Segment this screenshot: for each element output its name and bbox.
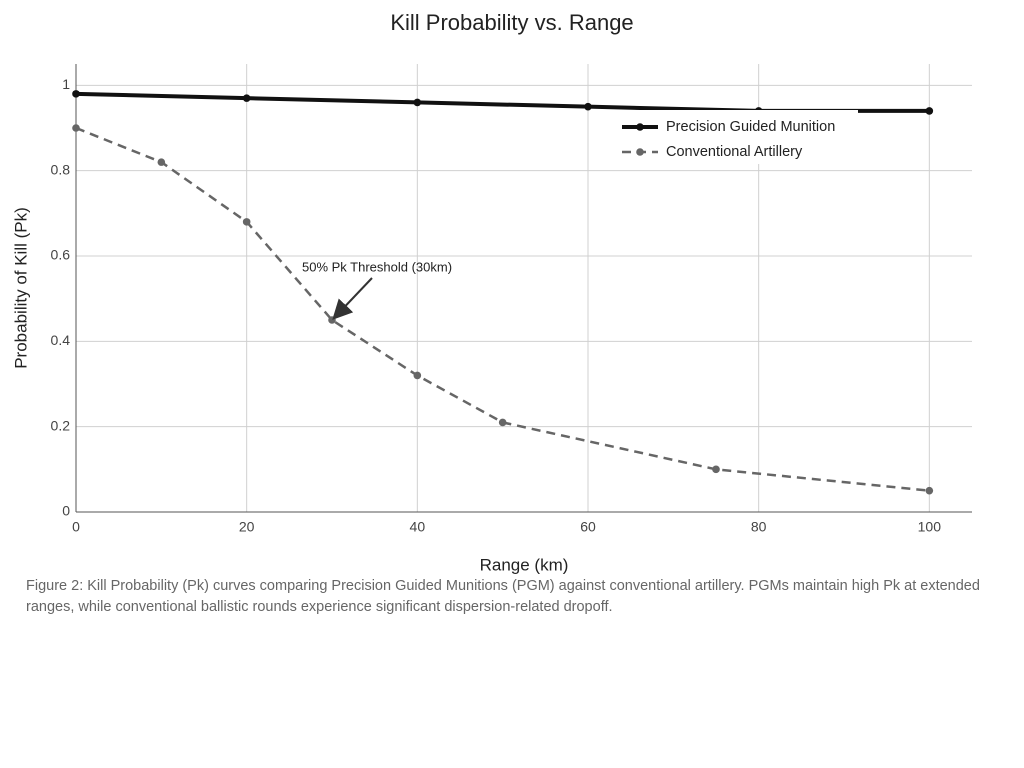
y-axis-label: Probability of Kill (Pk) (11, 207, 30, 369)
annotation-text: 50% Pk Threshold (30km) (302, 259, 452, 274)
y-tick-label: 0.2 (51, 417, 71, 433)
x-tick-label: 0 (72, 519, 80, 535)
data-point (242, 94, 251, 102)
x-tick-label: 60 (580, 519, 596, 535)
data-point (584, 102, 592, 111)
x-tick-label: 80 (751, 519, 767, 535)
data-point (72, 90, 80, 98)
data-line (75, 91, 930, 113)
legend-marker (636, 148, 644, 156)
data-point (413, 98, 422, 107)
x-axis-label: Range (km) (480, 555, 569, 574)
y-tick-label: 1 (62, 76, 70, 92)
legend-label: Conventional Artillery (666, 144, 803, 160)
chart: Kill Probability vs. Range Range (km) Pr… (11, 10, 972, 574)
y-tick-label: 0.6 (51, 247, 71, 263)
x-tick-label: 100 (918, 519, 942, 535)
chart-title: Kill Probability vs. Range (390, 10, 633, 35)
annotation-arrow (332, 277, 373, 320)
data-point (413, 371, 422, 380)
x-tick-label: 40 (410, 519, 426, 535)
data-point (712, 465, 720, 474)
x-tick-label: 20 (239, 519, 255, 535)
data-point (242, 218, 251, 226)
data-point (72, 124, 80, 132)
y-tick-label: 0.4 (51, 332, 71, 348)
legend-marker (636, 123, 644, 131)
data-point (328, 316, 336, 324)
data-point (157, 158, 166, 166)
legend-label: Precision Guided Munition (666, 119, 835, 135)
data-line (75, 126, 930, 492)
data-point (925, 107, 934, 115)
data-point (498, 418, 507, 427)
legend-box (612, 110, 858, 164)
data-point (925, 486, 934, 495)
y-tick-label: 0.8 (51, 161, 71, 177)
y-tick-label: 0 (62, 503, 70, 519)
caption: Figure 2: Kill Probability (Pk) curves c… (26, 578, 980, 615)
